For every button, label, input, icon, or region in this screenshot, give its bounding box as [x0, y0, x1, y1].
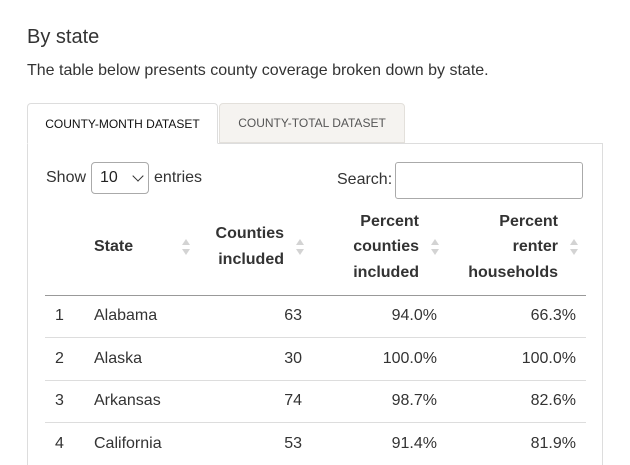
section-title: By state — [27, 26, 100, 48]
sort-both-icon — [431, 238, 439, 255]
percent-renter-cell: 100.0% — [447, 337, 586, 380]
state-cell: Alaska — [77, 337, 198, 380]
search-control: Search: — [337, 161, 584, 199]
counties-included-cell: 74 — [198, 379, 312, 423]
header-percent-renter-line: Percent — [499, 212, 558, 230]
counties-included-cell: 63 — [284, 307, 302, 325]
search-label: Search: — [337, 171, 393, 188]
row-index: 1 — [55, 307, 64, 325]
sort-both-icon — [182, 238, 190, 255]
header-percent-counties-line: counties — [353, 238, 419, 255]
header-percent-renter-line: renter — [512, 238, 558, 255]
header-index — [45, 199, 77, 296]
percent-renter-cell: 81.9% — [447, 422, 586, 465]
header-percent-counties-included[interactable]: Percent counties included — [312, 199, 447, 296]
entries-select-value: 10 — [100, 169, 118, 186]
state-cell: Alabama — [94, 307, 158, 325]
percent-counties-cell: 98.7% — [312, 379, 447, 423]
state-cell: Arkansas — [77, 379, 198, 423]
search-input[interactable] — [395, 161, 584, 199]
header-state-label: State — [94, 238, 134, 255]
percent-renter-cell: 82.6% — [447, 379, 586, 423]
header-percent-counties-line: included — [353, 263, 419, 281]
chevron-down-icon — [132, 170, 144, 182]
tab-county-month-dataset[interactable]: COUNTY-MONTH DATASET — [27, 103, 218, 144]
table-row: 4 California 53 91.4% 81.9% — [45, 422, 586, 465]
show-label: Show — [46, 169, 87, 186]
row-index: 4 — [45, 422, 77, 465]
sort-both-icon — [296, 238, 304, 255]
table-row: 2 Alaska 30 100.0% 100.0% — [45, 337, 586, 380]
percent-renter-cell: 66.3% — [530, 307, 576, 325]
header-state[interactable]: State — [77, 199, 198, 296]
data-table-wrapper: State Counties included Percent counties… — [45, 199, 586, 465]
dataset-tabs: COUNTY-MONTH DATASET COUNTY-TOTAL DATASE… — [27, 103, 603, 144]
percent-counties-cell: 100.0% — [312, 337, 447, 380]
header-percent-counties-line: Percent — [360, 212, 419, 230]
table-row: 3 Arkansas 74 98.7% 82.6% — [45, 379, 586, 423]
state-coverage-table: State Counties included Percent counties… — [45, 199, 586, 465]
entries-label: entries — [154, 169, 203, 186]
header-counties-included-line: included — [218, 250, 284, 268]
entries-select[interactable]: 10 — [91, 162, 150, 194]
tab-panel: Show 10 entries Search: State — [27, 143, 603, 465]
entries-length-control: Show 10 entries — [46, 162, 202, 194]
state-cell: California — [77, 422, 198, 465]
header-counties-included-line: Counties — [215, 225, 284, 243]
header-percent-renter-line: households — [468, 263, 558, 281]
table-row: 1 Alabama 63 94.0% 66.3% — [45, 295, 586, 338]
header-counties-included[interactable]: Counties included — [198, 199, 312, 296]
table-header-row: State Counties included Percent counties… — [45, 199, 586, 296]
row-index: 2 — [45, 337, 77, 380]
sort-both-icon — [570, 238, 578, 255]
tab-county-total-dataset[interactable]: COUNTY-TOTAL DATASET — [219, 103, 405, 143]
counties-included-cell: 30 — [198, 337, 312, 380]
header-percent-renter-households[interactable]: Percent renter households — [447, 199, 586, 296]
row-index: 3 — [45, 379, 77, 423]
section-description: The table below presents county coverage… — [27, 62, 489, 79]
counties-included-cell: 53 — [198, 422, 312, 465]
percent-counties-cell: 91.4% — [312, 422, 447, 465]
percent-counties-cell: 94.0% — [391, 307, 437, 325]
